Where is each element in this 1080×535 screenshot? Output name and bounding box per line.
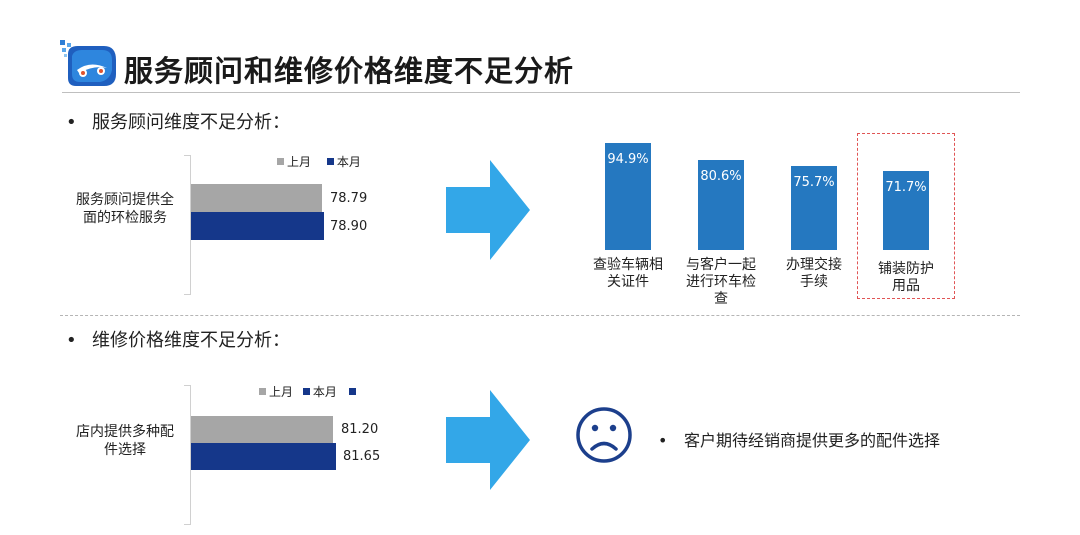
chart3-legend: 上月 本月: [259, 383, 359, 400]
column-category-line: 查验车辆相: [593, 257, 663, 273]
chart1-category-line: 面的环检服务: [83, 210, 167, 226]
sad-face-icon: [575, 406, 633, 468]
legend-label-last-month: 上月: [287, 155, 312, 169]
right-arrow-icon: [446, 160, 530, 264]
chart1-bar-last-month: [191, 184, 322, 212]
column-bar: [883, 171, 929, 250]
chart3-value-last-month: 81.20: [341, 422, 379, 437]
column-category-line: 办理交接: [786, 257, 842, 273]
section2-heading: • 维修价格维度不足分析：: [66, 326, 290, 352]
column-bar: [698, 160, 744, 250]
bullet-dot: •: [658, 431, 668, 450]
chart3-category-label: 店内提供多种配 件选择: [64, 423, 186, 459]
chart3-axis: [190, 385, 191, 525]
column-category-line: 与客户一起: [686, 257, 756, 273]
right-arrow-icon: [446, 390, 530, 494]
chart1-tick: [184, 155, 190, 156]
legend-swatch-last-month: [259, 388, 266, 395]
chart1-tick: [184, 294, 190, 295]
column-value-label: 75.7%: [793, 175, 835, 190]
column-value-label: 80.6%: [700, 169, 742, 184]
column-category-line: 关证件: [607, 274, 649, 290]
column-category-line: 手续: [800, 274, 828, 290]
bullet-dot: •: [66, 112, 77, 133]
column-category-label: 铺装防护 用品: [861, 261, 951, 295]
column-category-label: 与客户一起 进行环车检 查: [676, 257, 766, 308]
column-value-label: 71.7%: [885, 180, 927, 195]
page-title: 服务顾问和维修价格维度不足分析: [124, 54, 575, 88]
chart3-category-line: 店内提供多种配: [76, 424, 174, 440]
section-divider: [60, 315, 1020, 316]
chart3-tick: [184, 524, 190, 525]
chart1-legend: 上月 本月: [277, 153, 361, 170]
chart3-bar-this-month: [191, 443, 336, 470]
chart3-tick: [184, 385, 190, 386]
section1-heading: • 服务顾问维度不足分析：: [66, 108, 290, 134]
section1-heading-text: 服务顾问维度不足分析：: [92, 112, 290, 133]
legend-swatch-extra: [348, 388, 356, 395]
legend-swatch-last-month: [277, 158, 284, 165]
chart1-category-line: 服务顾问提供全: [76, 192, 174, 208]
column-bar: [791, 166, 837, 250]
column-category-label: 办理交接 手续: [769, 257, 859, 291]
bullet-dot: •: [66, 330, 77, 351]
legend-label-this-month: 本月: [312, 385, 337, 399]
legend-swatch-this-month: [326, 158, 334, 165]
chart1-category-label: 服务顾问提供全 面的环检服务: [66, 191, 184, 227]
chart3-value-this-month: 81.65: [343, 449, 381, 464]
title-divider: [62, 92, 1020, 93]
column-bar: [605, 143, 651, 250]
section2-heading-text: 维修价格维度不足分析：: [92, 330, 290, 351]
legend-label-this-month: 本月: [336, 155, 361, 169]
chart3-bar-last-month: [191, 416, 333, 443]
column-category-line: 用品: [892, 278, 920, 294]
chart3-category-line: 件选择: [104, 442, 146, 458]
legend-swatch-this-month: [302, 388, 310, 395]
conclusion-note: • 客户期待经销商提供更多的配件选择: [658, 427, 940, 451]
chart1-axis: [190, 155, 191, 295]
chart1-value-last-month: 78.79: [330, 191, 368, 206]
legend-label-last-month: 上月: [269, 385, 294, 399]
highlight-box: [857, 133, 955, 299]
column-category-line: 铺装防护: [878, 261, 934, 277]
column-category-line: 进行环车检: [686, 274, 756, 290]
column-category-line: 查: [714, 291, 728, 307]
chart1-bar-this-month: [191, 212, 324, 240]
car-logo-icon: [60, 40, 118, 88]
chart1-value-this-month: 78.90: [330, 219, 368, 234]
column-value-label: 94.9%: [607, 152, 649, 167]
column-category-label: 查验车辆相 关证件: [583, 257, 673, 291]
conclusion-note-text: 客户期待经销商提供更多的配件选择: [684, 431, 941, 450]
